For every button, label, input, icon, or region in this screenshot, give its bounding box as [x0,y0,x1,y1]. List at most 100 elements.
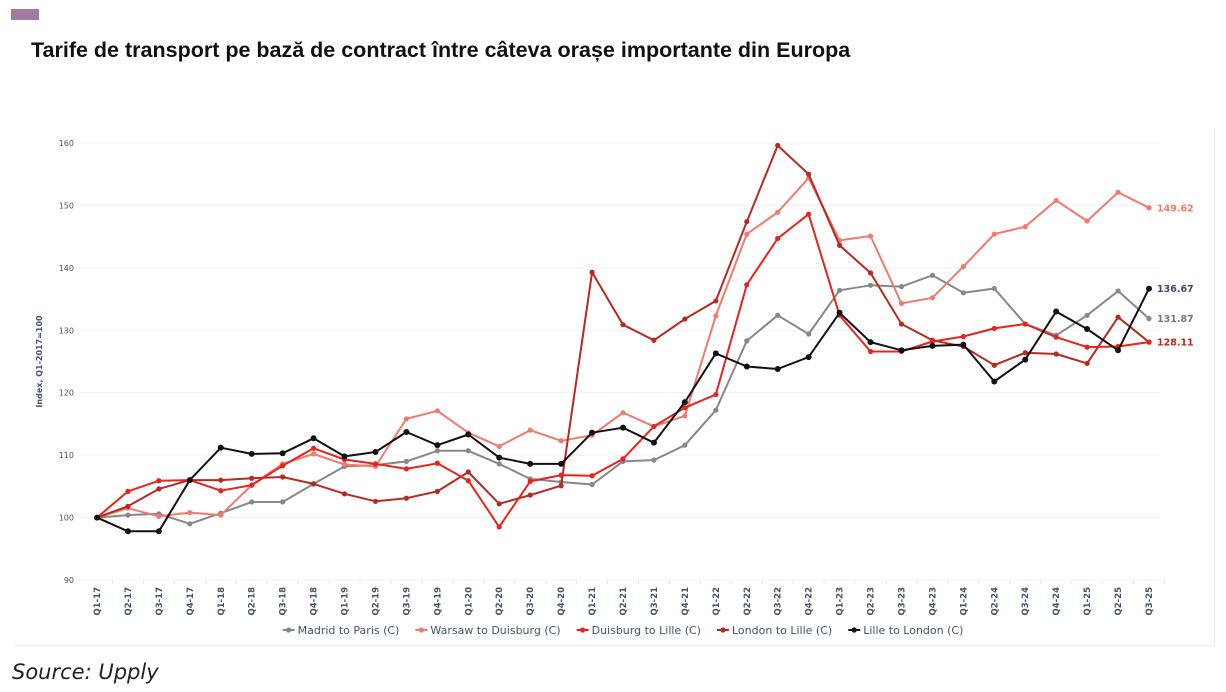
data-point [280,474,286,480]
x-tick-label: Q3-22 [774,587,784,616]
data-point [372,449,379,456]
data-point [341,453,348,460]
data-point [465,431,472,438]
data-point [589,473,595,479]
x-tick-label: Q1-19 [341,587,351,616]
data-point [712,350,719,357]
x-tick-label: Q1-17 [93,587,103,616]
x-tick-label: Q1-21 [588,587,598,616]
legend-swatch-marker [851,627,857,633]
legend-item: Duisburg to Lille (C) [576,624,701,637]
data-point [1115,314,1121,320]
data-point [589,429,596,436]
data-point [867,233,874,239]
data-point [867,282,874,288]
data-point [218,477,224,483]
data-point [1022,356,1029,363]
data-point [496,461,502,467]
legend-swatch-marker [580,627,586,633]
data-point [744,338,750,344]
data-point [867,270,874,276]
data-point [929,272,936,278]
y-axis-label: Index, Q1-2017=100 [35,315,44,408]
data-point [187,521,193,527]
end-value-label: 131.87 [1157,314,1194,325]
data-point [682,413,688,419]
x-tick-label: Q2-19 [371,587,381,616]
series-line [96,274,1150,525]
series-line [96,213,1150,528]
x-tick-label: Q2-21 [619,587,629,616]
data-point [744,231,750,237]
data-point [527,427,533,433]
data-point [1053,334,1059,340]
x-tick-label: Q2-18 [248,587,258,616]
data-point [558,460,565,467]
data-point [744,219,750,225]
data-point [775,142,781,149]
end-labels: 149.62 136.67 131.87 128.11 [1157,203,1194,348]
y-axis-ticks: 90 100 110 120 130 140 150 160 [59,139,74,585]
data-point [527,460,534,467]
data-point [434,460,440,466]
data-point [403,466,410,472]
data-point [187,509,193,516]
data-point [1022,224,1028,230]
data-point [682,316,688,322]
legend-label: Lille to London (C) [863,624,963,637]
series-duisburg-to-lille-c [94,211,1152,530]
series-warsaw-to-duisburg-c [94,175,1152,521]
end-value-label: 149.62 [1157,203,1194,214]
data-point [156,513,162,519]
data-point [775,209,781,215]
data-point [496,501,502,507]
y-tick-label: 90 [64,576,74,585]
x-tick-label: Q4-24 [1052,587,1062,616]
x-tick-label: Q4-23 [928,587,938,616]
data-point [310,445,317,451]
data-point [1146,316,1152,322]
data-point [558,438,564,444]
source-caption: Source: Upply [12,660,159,684]
x-tick-label: Q4-20 [557,587,567,616]
data-point [403,495,410,501]
data-point [1053,197,1059,204]
data-point [960,333,966,340]
x-tick-label: Q4-18 [310,587,320,616]
data-point [434,448,440,454]
y-tick-label: 130 [59,326,74,335]
data-point [465,448,471,454]
x-tick-label: Q4-19 [433,587,443,616]
data-point [991,231,997,237]
end-value-label: 136.67 [1157,284,1194,295]
data-point [991,378,998,385]
data-point [1022,350,1028,356]
x-tick-label: Q3-25 [1145,587,1155,616]
data-point [1115,288,1121,294]
data-point [372,461,379,467]
x-tick-label: Q2-22 [743,587,753,616]
data-point [403,429,410,436]
data-point [651,337,657,343]
x-tick-label: Q2-17 [124,587,134,616]
data-point [218,488,224,494]
end-value-label: 128.11 [1157,338,1194,349]
legend-swatch-marker [418,627,424,633]
data-point [527,492,533,498]
data-point [280,463,286,469]
data-point [217,444,224,451]
x-tick-label: Q3-20 [526,587,536,616]
data-point [774,365,781,372]
data-point [867,339,874,346]
data-point [1053,351,1059,357]
x-tick-label: Q1-24 [959,587,969,616]
data-point [310,435,317,442]
x-tick-label: Q1-18 [217,587,227,616]
x-tick-label: Q2-23 [867,587,877,616]
data-point [156,478,162,484]
data-point [341,461,348,468]
legend-item: Lille to London (C) [848,624,963,637]
data-point [248,450,255,457]
x-tick-label: Q4-21 [681,587,691,616]
